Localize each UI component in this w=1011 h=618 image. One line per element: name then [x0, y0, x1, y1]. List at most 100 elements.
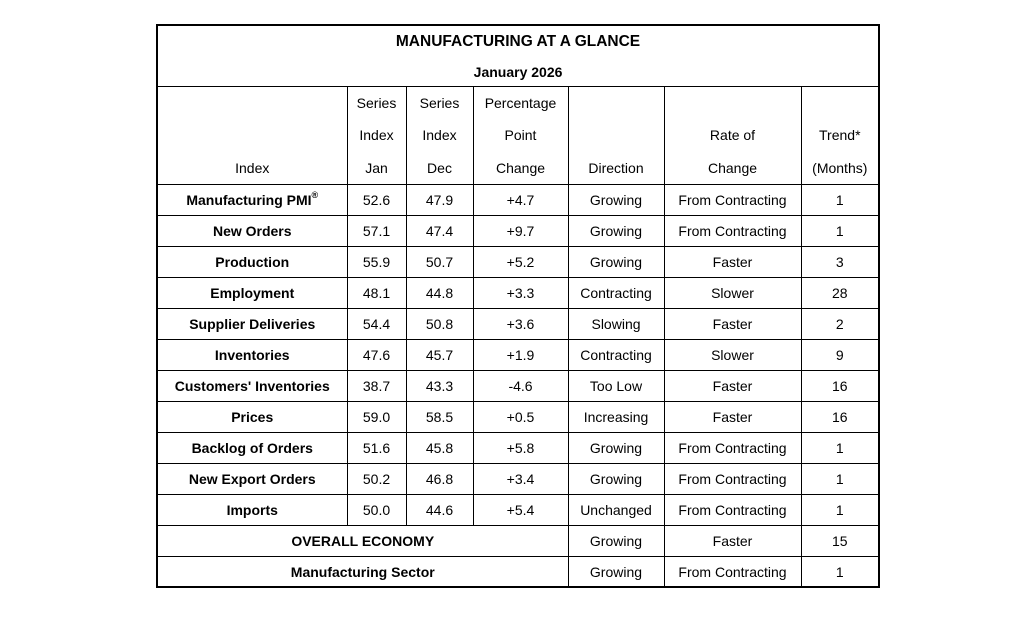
cell-direction: Growing [567, 183, 665, 216]
table-row-backlog-of-orders: Backlog of Orders 51.6 45.8 +5.8 Growing… [156, 431, 880, 464]
cell-direction: Too Low [567, 369, 665, 402]
cell-series-index-dec: 47.4 [405, 214, 474, 247]
cell-rate-of-change: Slower [663, 276, 802, 309]
cell-rate-of-change: Slower [663, 338, 802, 371]
cell-trend: 28 [800, 276, 880, 309]
header-series-index-jan: Series Index Jan [346, 86, 407, 185]
cell-index-name: New Orders [156, 214, 348, 247]
cell-series-index-dec: 44.6 [405, 493, 474, 526]
cell-index-name: New Export Orders [156, 462, 348, 495]
table-row-customers-inventories: Customers' Inventories 38.7 43.3 -4.6 To… [156, 369, 880, 402]
manufacturing-at-a-glance-table: MANUFACTURING AT A GLANCE January 2026 I… [156, 24, 881, 589]
cell-series-index-jan: 38.7 [346, 369, 407, 402]
summary-row-overall-economy: OVERALL ECONOMY Growing Faster 15 [156, 524, 880, 557]
cell-percentage-point-change: +5.4 [472, 493, 569, 526]
cell-direction: Growing [567, 214, 665, 247]
cell-series-index-dec: 45.8 [405, 431, 474, 464]
cell-series-index-jan: 52.6 [346, 183, 407, 216]
table-row-supplier-deliveries: Supplier Deliveries 54.4 50.8 +3.6 Slowi… [156, 307, 880, 340]
cell-rate-of-change: Faster [663, 369, 802, 402]
cell-direction: Increasing [567, 400, 665, 433]
cell-index-name: Employment [156, 276, 348, 309]
table-row-production: Production 55.9 50.7 +5.2 Growing Faster… [156, 245, 880, 278]
cell-trend: 3 [800, 245, 880, 278]
cell-series-index-jan: 50.2 [346, 462, 407, 495]
cell-trend: 1 [800, 431, 880, 464]
cell-trend: 16 [800, 369, 880, 402]
cell-direction: Unchanged [567, 493, 665, 526]
cell-series-index-jan: 51.6 [346, 431, 407, 464]
cell-rate-of-change: From Contracting [663, 493, 802, 526]
table-row-inventories: Inventories 47.6 45.7 +1.9 Contracting S… [156, 338, 880, 371]
cell-index-name: Production [156, 245, 348, 278]
cell-series-index-dec: 58.5 [405, 400, 474, 433]
cell-direction: Growing [567, 431, 665, 464]
cell-rate-of-change: From Contracting [663, 214, 802, 247]
cell-trend: 2 [800, 307, 880, 340]
header-rate-of-change: Rate of Change [663, 86, 802, 185]
header-direction: Direction [567, 86, 665, 185]
cell-index-name: Inventories [156, 338, 348, 371]
cell-percentage-point-change: +5.2 [472, 245, 569, 278]
cell-index-name: Backlog of Orders [156, 431, 348, 464]
cell-percentage-point-change: -4.6 [472, 369, 569, 402]
column-header-row: Index Series Index Jan Series Index Dec … [156, 86, 880, 185]
cell-percentage-point-change: +0.5 [472, 400, 569, 433]
cell-trend: 15 [800, 524, 880, 557]
title-row: MANUFACTURING AT A GLANCE January 2026 [156, 24, 880, 87]
table-row-employment: Employment 48.1 44.8 +3.3 Contracting Sl… [156, 276, 880, 309]
cell-percentage-point-change: +3.4 [472, 462, 569, 495]
cell-rate-of-change: From Contracting [663, 431, 802, 464]
cell-summary-label: OVERALL ECONOMY [156, 524, 569, 557]
cell-series-index-dec: 50.7 [405, 245, 474, 278]
cell-direction: Growing [567, 245, 665, 278]
cell-series-index-jan: 59.0 [346, 400, 407, 433]
cell-rate-of-change: From Contracting [663, 183, 802, 216]
table-row-imports: Imports 50.0 44.6 +5.4 Unchanged From Co… [156, 493, 880, 526]
cell-direction: Contracting [567, 276, 665, 309]
cell-series-index-jan: 54.4 [346, 307, 407, 340]
cell-direction: Growing [567, 524, 665, 557]
cell-rate-of-change: From Contracting [663, 555, 802, 588]
header-percentage-point-change: Percentage Point Change [472, 86, 569, 185]
cell-series-index-jan: 57.1 [346, 214, 407, 247]
registered-trademark-symbol: ® [311, 190, 319, 201]
cell-direction: Contracting [567, 338, 665, 371]
cell-trend: 1 [800, 462, 880, 495]
header-index: Index [156, 86, 348, 185]
table-row-manufacturing-pmi: Manufacturing PMI® 52.6 47.9 +4.7 Growin… [156, 183, 880, 216]
cell-trend: 16 [800, 400, 880, 433]
table-row-new-export-orders: New Export Orders 50.2 46.8 +3.4 Growing… [156, 462, 880, 495]
cell-series-index-jan: 48.1 [346, 276, 407, 309]
cell-index-name: Supplier Deliveries [156, 307, 348, 340]
cell-rate-of-change: Faster [663, 524, 802, 557]
table-row-new-orders: New Orders 57.1 47.4 +9.7 Growing From C… [156, 214, 880, 247]
cell-percentage-point-change: +1.9 [472, 338, 569, 371]
table-row-prices: Prices 59.0 58.5 +0.5 Increasing Faster … [156, 400, 880, 433]
table-subtitle: January 2026 [473, 64, 563, 80]
header-series-index-dec: Series Index Dec [405, 86, 474, 185]
cell-rate-of-change: Faster [663, 307, 802, 340]
cell-direction: Growing [567, 555, 665, 588]
cell-percentage-point-change: +3.3 [472, 276, 569, 309]
cell-percentage-point-change: +3.6 [472, 307, 569, 340]
cell-trend: 1 [800, 183, 880, 216]
cell-index-name: Manufacturing PMI® [156, 183, 348, 216]
cell-series-index-dec: 44.8 [405, 276, 474, 309]
cell-trend: 1 [800, 214, 880, 247]
cell-percentage-point-change: +4.7 [472, 183, 569, 216]
cell-series-index-jan: 50.0 [346, 493, 407, 526]
cell-index-name: Imports [156, 493, 348, 526]
cell-rate-of-change: Faster [663, 400, 802, 433]
header-trend-months: Trend* (Months) [800, 86, 880, 185]
cell-trend: 9 [800, 338, 880, 371]
cell-series-index-jan: 47.6 [346, 338, 407, 371]
cell-index-name: Customers' Inventories [156, 369, 348, 402]
cell-series-index-dec: 46.8 [405, 462, 474, 495]
cell-series-index-dec: 47.9 [405, 183, 474, 216]
cell-series-index-dec: 50.8 [405, 307, 474, 340]
cell-percentage-point-change: +9.7 [472, 214, 569, 247]
summary-row-manufacturing-sector: Manufacturing Sector Growing From Contra… [156, 555, 880, 588]
cell-direction: Slowing [567, 307, 665, 340]
cell-direction: Growing [567, 462, 665, 495]
